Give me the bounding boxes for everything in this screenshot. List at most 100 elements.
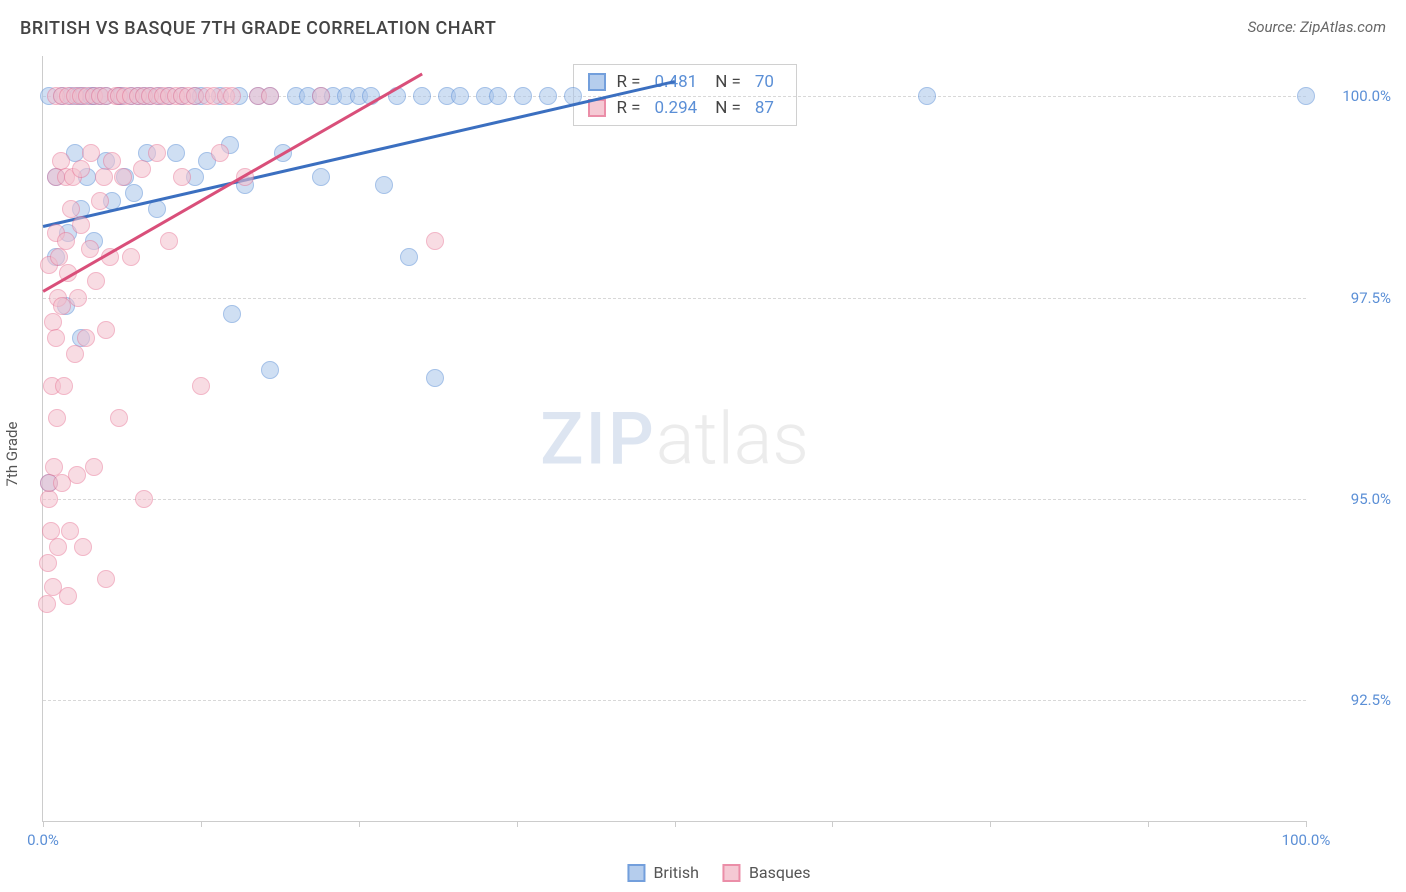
data-point <box>66 345 84 363</box>
data-point <box>261 87 279 105</box>
series-legend: British Basques <box>627 863 810 882</box>
data-point <box>87 272 105 290</box>
data-point <box>61 522 79 540</box>
legend-row: R =0.481N =70 <box>574 69 796 95</box>
x-tick-label: 0.0% <box>27 831 59 849</box>
data-point <box>91 192 109 210</box>
n-value: 70 <box>755 72 774 92</box>
data-point <box>426 232 444 250</box>
data-point <box>173 168 191 186</box>
y-tick-label: 100.0% <box>1311 87 1391 105</box>
data-point <box>192 377 210 395</box>
data-point <box>110 409 128 427</box>
data-point <box>95 168 113 186</box>
data-point <box>223 305 241 323</box>
r-value: 0.294 <box>654 98 697 118</box>
x-tick-mark <box>201 821 202 827</box>
gridline <box>43 298 1306 299</box>
data-point <box>53 297 71 315</box>
x-tick-mark <box>517 821 518 827</box>
data-point <box>97 321 115 339</box>
chart-title: BRITISH VS BASQUE 7TH GRADE CORRELATION … <box>20 18 496 39</box>
x-tick-mark <box>43 821 44 827</box>
data-point <box>72 216 90 234</box>
data-point <box>48 409 66 427</box>
data-point <box>489 87 507 105</box>
x-tick-mark <box>990 821 991 827</box>
data-point <box>122 248 140 266</box>
data-point <box>72 160 90 178</box>
data-point <box>97 570 115 588</box>
data-point <box>125 184 143 202</box>
data-point <box>62 200 80 218</box>
watermark-zip: ZIP <box>540 396 656 481</box>
data-point <box>514 87 532 105</box>
data-point <box>40 490 58 508</box>
data-point <box>918 87 936 105</box>
legend-swatch <box>588 73 606 91</box>
n-value: 87 <box>755 98 774 118</box>
chart-area: 7th Grade ZIPatlas R =0.481N =70R =0.294… <box>42 56 1396 852</box>
data-point <box>82 144 100 162</box>
y-tick-label: 92.5% <box>1311 691 1391 709</box>
y-tick-label: 95.0% <box>1311 490 1391 508</box>
data-point <box>160 232 178 250</box>
r-label: R = <box>616 98 640 118</box>
n-label: N = <box>715 98 741 118</box>
y-axis-label: 7th Grade <box>3 422 21 487</box>
x-tick-mark <box>832 821 833 827</box>
data-point <box>135 490 153 508</box>
data-point <box>59 587 77 605</box>
y-tick-label: 97.5% <box>1311 289 1391 307</box>
legend-row: R = 0.294 N = 87 <box>574 95 796 121</box>
gridline <box>43 700 1306 701</box>
data-point <box>312 87 330 105</box>
data-point <box>103 152 121 170</box>
data-point <box>211 144 229 162</box>
data-point <box>133 160 151 178</box>
data-point <box>69 289 87 307</box>
data-point <box>167 144 185 162</box>
data-point <box>81 240 99 258</box>
x-tick-mark <box>1148 821 1149 827</box>
x-tick-mark <box>359 821 360 827</box>
legend-item: British <box>627 863 698 882</box>
legend-label: Basques <box>749 863 811 882</box>
data-point <box>49 538 67 556</box>
watermark-atlas: atlas <box>656 396 809 481</box>
data-point <box>539 87 557 105</box>
data-point <box>400 248 418 266</box>
data-point <box>426 369 444 387</box>
data-point <box>74 538 92 556</box>
data-point <box>47 329 65 347</box>
data-point <box>38 595 56 613</box>
data-point <box>1297 87 1315 105</box>
plot-region: ZIPatlas R =0.481N =70R =0.294N =87 92.5… <box>42 56 1306 822</box>
x-tick-mark <box>675 821 676 827</box>
data-point <box>312 168 330 186</box>
r-value: 0.481 <box>654 72 697 92</box>
data-point <box>261 361 279 379</box>
legend-swatch <box>627 864 645 882</box>
data-point <box>77 329 95 347</box>
source-attribution: Source: ZipAtlas.com <box>1248 18 1386 36</box>
data-point <box>451 87 469 105</box>
data-point <box>57 232 75 250</box>
data-point <box>55 377 73 395</box>
legend-item: Basques <box>723 863 811 882</box>
watermark: ZIPatlas <box>540 396 809 481</box>
x-tick-label: 100.0% <box>1282 831 1331 849</box>
legend-label: British <box>653 863 698 882</box>
data-point <box>39 554 57 572</box>
data-point <box>68 466 86 484</box>
x-tick-mark <box>1306 821 1307 827</box>
n-label: N = <box>715 72 741 92</box>
gridline <box>43 499 1306 500</box>
data-point <box>413 87 431 105</box>
legend-swatch <box>723 864 741 882</box>
data-point <box>85 458 103 476</box>
data-point <box>375 176 393 194</box>
data-point <box>223 87 241 105</box>
data-point <box>114 168 132 186</box>
data-point <box>148 144 166 162</box>
